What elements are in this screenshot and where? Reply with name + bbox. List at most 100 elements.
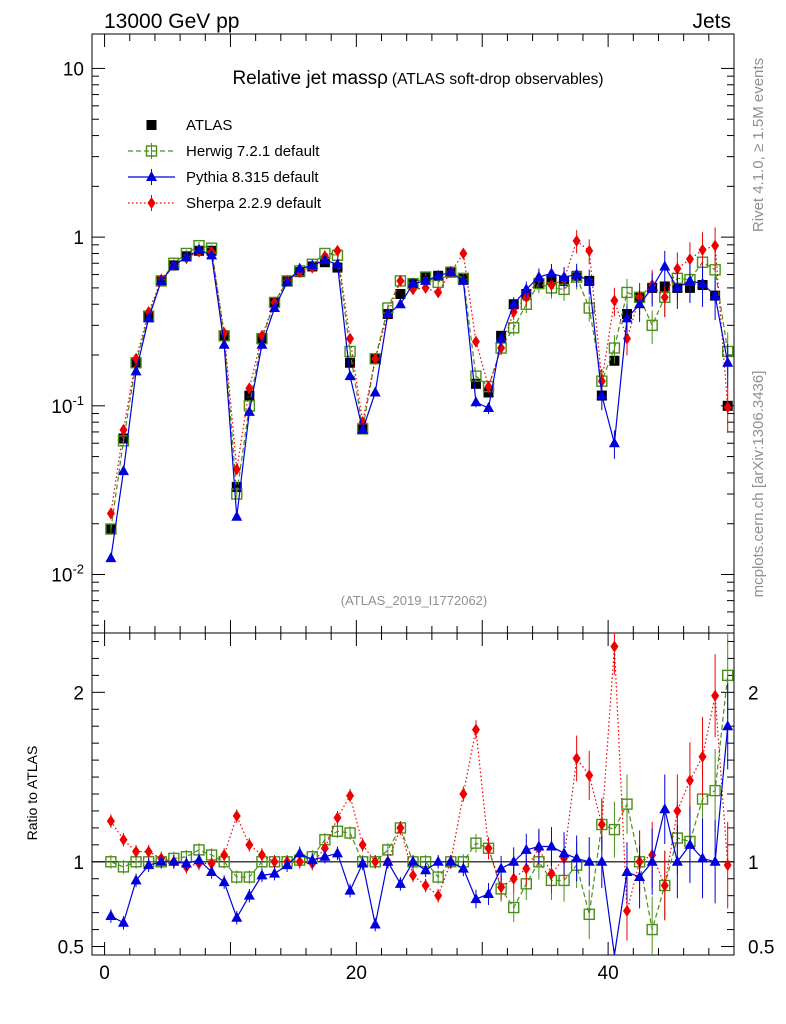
ratio-point-sherpa [597,818,606,831]
data-point-pythia [319,254,331,265]
data-point-pythia [659,260,671,271]
ratio-point-pythia [243,889,255,900]
x-tick-label: 40 [598,963,619,984]
ratio-point-pythia [105,910,117,921]
data-point-pythia [420,274,432,285]
legend: ATLAS Herwig 7.2.1 default Pythia 8.315 … [128,117,322,212]
ratio-point-sherpa [509,872,518,885]
legend-item-herwig: Herwig 7.2.1 default [128,143,320,160]
ratio-point-pythia [206,865,218,876]
data-point-pythia [520,283,532,294]
ratio-point-pythia [470,893,482,904]
legend-marker-herwig [145,145,158,157]
data-point-atlas [345,357,356,368]
data-point-pythia [483,402,495,413]
ratio-point-pythia [193,854,205,865]
data-point-herwig [105,523,117,535]
data-point-sherpa [673,262,682,275]
data-point-atlas [395,289,406,300]
ratio-point-sherpa [623,904,631,917]
ratio-point-herwig [646,923,658,936]
data-point-pythia [193,243,205,254]
ratio-point-pythia [583,855,595,866]
legend-swatch-atlas [146,120,157,130]
ratio-point-sherpa [471,723,480,736]
chart-title-main: Relative jet mass [232,68,377,89]
data-point-pythia [117,465,129,476]
data-point-sherpa [547,279,556,292]
ratio-point-pythia [558,847,570,858]
data-point-pythia [294,262,306,273]
data-point-pythia [634,298,646,309]
ratio-point-sherpa [497,881,506,894]
ratio-point-pythia [294,847,306,858]
data-point-pythia [671,281,683,292]
legend-marker-sherpa [147,197,156,209]
data-point-pythia [470,396,482,407]
data-point-atlas [244,390,255,401]
series-sherpa [106,227,732,520]
ratio-tick-label-left: 0.5 [58,938,84,959]
data-point-sherpa [346,332,355,345]
ratio-point-pythia [331,847,343,858]
ratio-point-sherpa [245,838,254,851]
y-tick-label-main: 1 [73,228,84,249]
ratio-point-sherpa [119,833,128,846]
ratio-point-pythia [269,867,281,878]
data-point-pythia [155,274,167,285]
ratio-point-sherpa [132,845,141,858]
ratio-point-sherpa [459,788,468,800]
data-point-herwig [621,286,633,299]
ratio-point-sherpa [320,842,329,855]
ratio-point-sherpa [660,879,669,892]
data-point-pythia [646,281,658,292]
data-point-pythia [407,277,419,288]
legend-item-pythia: Pythia 8.315 default [128,169,319,186]
ratio-point-herwig [344,827,356,839]
data-point-pythia [583,274,595,285]
main-series-group [105,227,734,563]
data-point-sherpa [245,382,254,395]
data-point-pythia [608,437,620,448]
ratio-point-pythia [571,852,583,863]
ratio-line-sherpa [110,646,729,912]
data-point-pythia [331,258,343,269]
data-point-pythia [105,552,117,563]
ratio-point-herwig [709,784,721,797]
ratio-axis-label: Ratio to ATLAS [24,746,40,841]
ratio-point-sherpa [270,855,279,868]
data-point-pythia [495,332,507,343]
rivet-info-label: Rivet 4.1.0, ≥ 1.5M events [750,58,767,232]
mcplots-label: mcplots.cern.ch [arXiv:1306.3436] [750,371,767,598]
series-line-pythia [110,249,729,559]
ratio-point-pythia [281,859,293,870]
ratio-tick-label-left: 1 [73,853,84,874]
series-line-herwig [110,245,729,530]
data-point-atlas [231,482,242,493]
ratio-point-pythia [520,843,532,854]
data-point-pythia [445,266,457,277]
ratio-point-sherpa [346,789,355,802]
ratio-point-pythia [130,874,142,885]
ratio-point-pythia [382,855,394,866]
y-tick-label-main: 10-1 [51,393,84,418]
data-point-pythia [709,289,721,300]
ratio-point-pythia [646,855,658,866]
header-left-label: 13000 GeV pp [104,10,239,33]
y-tick-label-mantissa: 10 [51,566,72,587]
ratio-point-pythia [344,884,356,895]
data-point-pythia [231,510,243,521]
ratio-point-sherpa [610,640,619,653]
data-point-sherpa [585,244,594,257]
ratio-point-sherpa [572,752,581,765]
ratio-point-sherpa [106,815,115,828]
ratio-point-sherpa [522,862,531,875]
data-point-herwig [646,319,658,332]
data-point-pythia [571,268,583,279]
ratio-point-pythia [319,850,331,861]
ratio-point-herwig [231,871,243,883]
ratio-point-sherpa [396,821,405,834]
ratio-point-herwig [382,844,394,856]
